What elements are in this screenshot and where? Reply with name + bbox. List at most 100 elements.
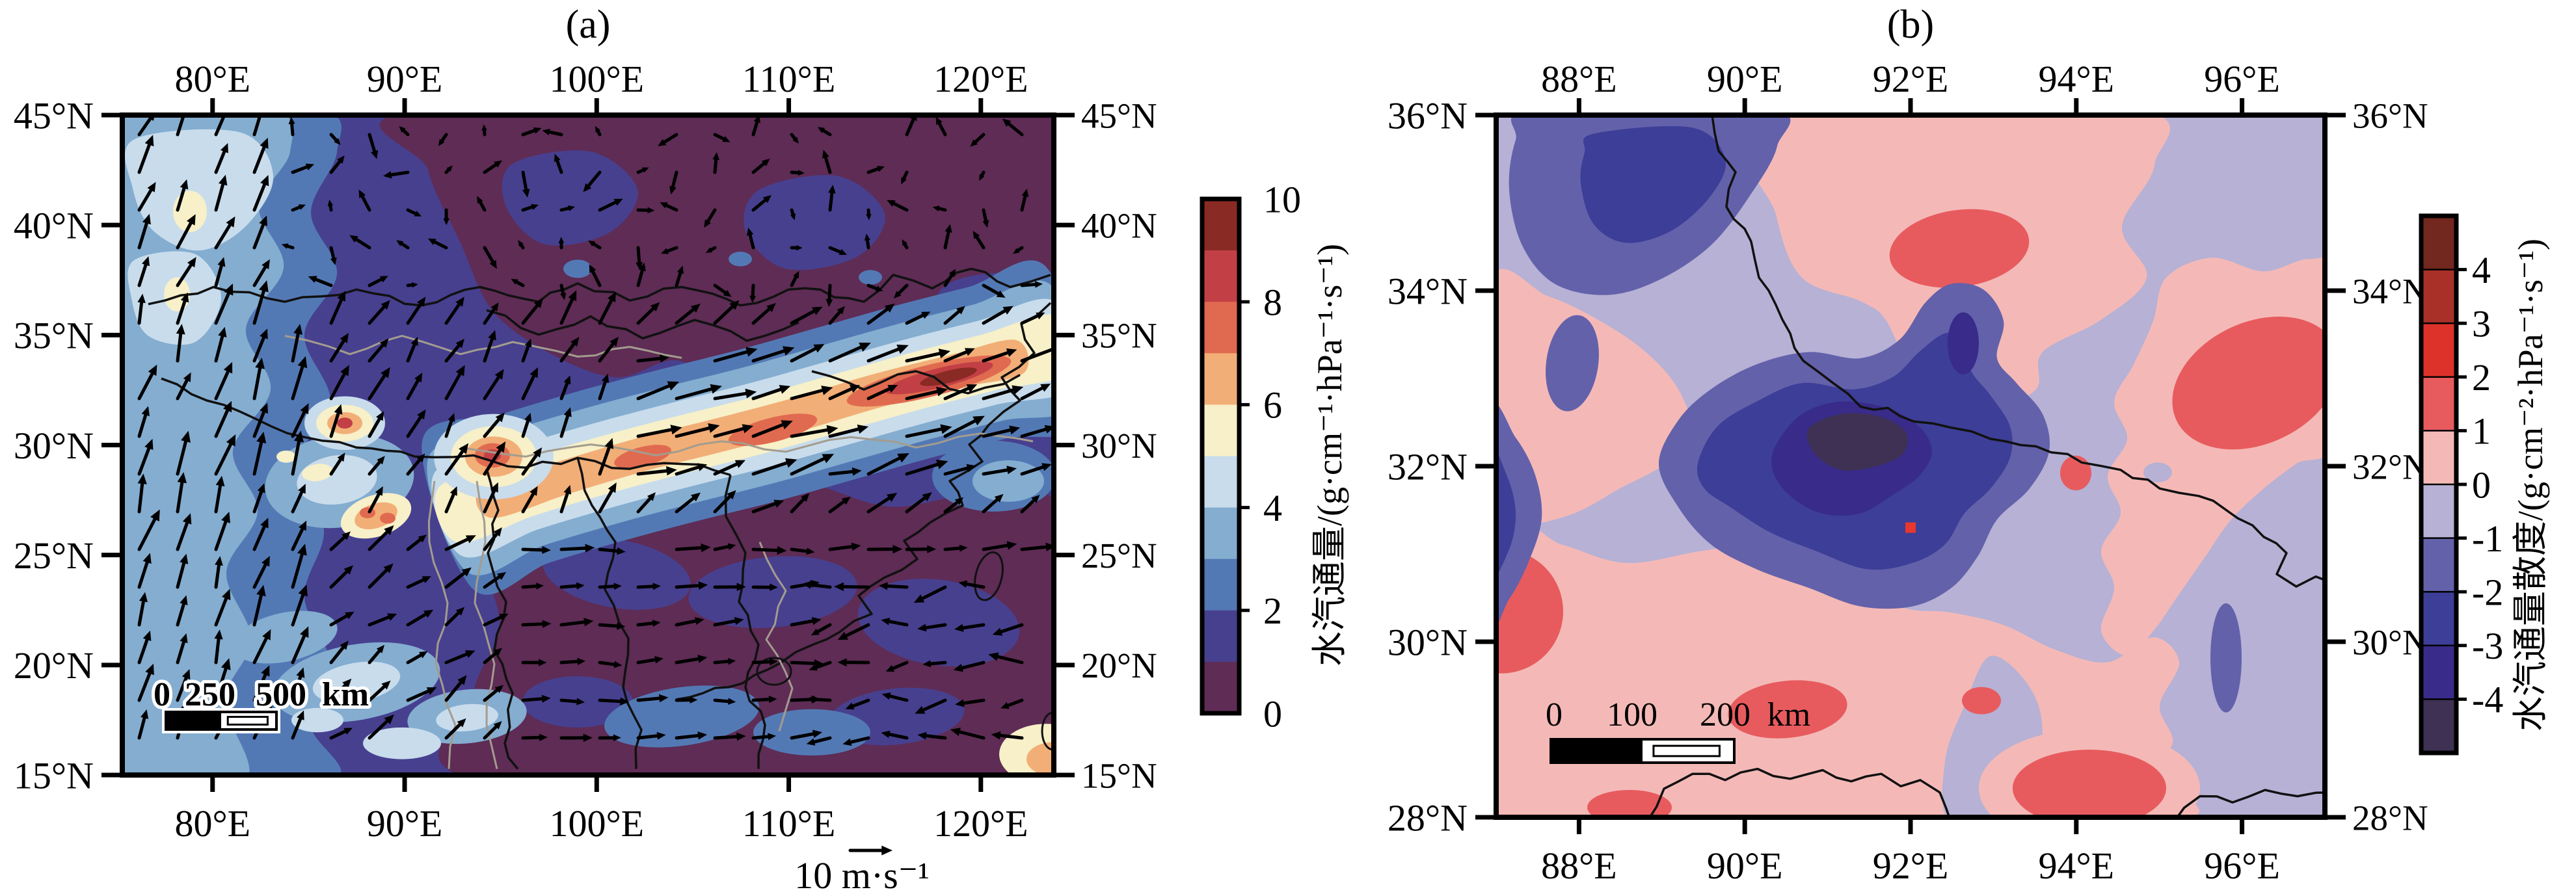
lon-tick-label-top: 110°E	[742, 58, 835, 100]
wind-arrow	[751, 461, 788, 476]
wind-arrow	[137, 143, 152, 174]
wind-arrow-head	[932, 205, 940, 212]
colorbar-frame	[1200, 196, 1242, 716]
wind-arrow-head	[897, 453, 909, 463]
wind-arrow-head	[1012, 385, 1024, 395]
wind-arrow	[515, 280, 525, 287]
wind-arrow	[252, 335, 265, 363]
contour-region	[753, 709, 870, 756]
wind-arrow-head	[340, 333, 349, 343]
wind-arrow	[897, 283, 909, 295]
wind-arrow-head	[414, 211, 422, 217]
wind-arrow	[937, 207, 947, 212]
wind-arrow	[483, 163, 498, 174]
wind-arrow	[252, 366, 262, 401]
wind-arrow-head	[917, 624, 927, 632]
wind-arrow	[214, 150, 226, 174]
contour-region	[1962, 687, 2001, 715]
wind-arrow	[521, 622, 544, 627]
wind-arrow	[982, 309, 1007, 325]
wind-arrow	[137, 300, 144, 325]
wind-arrow	[291, 410, 306, 438]
wind-arrow-head	[418, 534, 427, 543]
wind-arrow-head	[259, 215, 267, 226]
lon-tick-label-top: 90°E	[367, 58, 443, 100]
wind-arrow-head	[922, 492, 932, 501]
wind-arrow	[521, 170, 528, 191]
contour-region	[1496, 403, 1542, 627]
wind-arrow-head	[449, 486, 457, 496]
wind-arrow-head	[654, 655, 664, 664]
contour-region	[363, 727, 441, 759]
wind-arrow-head	[180, 292, 189, 303]
wind-arrow-head	[647, 492, 656, 501]
scalebar-label: 500	[256, 676, 306, 713]
wind-arrow-head	[358, 189, 366, 199]
wind-arrow-head	[371, 150, 379, 159]
wind-arrow-head	[142, 256, 150, 267]
wind-arrow-head	[837, 631, 848, 640]
wind-arrow	[329, 458, 342, 476]
wind-arrow-head	[745, 347, 758, 357]
wind-arrow	[137, 188, 153, 212]
wind-arrow-head	[530, 486, 538, 496]
wind-arrow-head	[558, 237, 565, 243]
wind-arrow	[849, 736, 870, 744]
wind-arrow-head	[533, 127, 542, 134]
wind-arrow-head	[531, 204, 539, 211]
wind-arrow-head	[381, 300, 390, 310]
wind-arrow-head	[991, 731, 1001, 740]
colorbar-cell	[2420, 644, 2458, 701]
wind-arrow	[329, 159, 342, 174]
wind-arrow-head	[768, 696, 777, 703]
wind-arrow-head	[940, 424, 952, 434]
wind-arrow	[665, 204, 678, 212]
wind-arrow	[368, 649, 381, 664]
wind-arrow	[252, 410, 266, 438]
wind-arrow	[592, 242, 602, 250]
colorbar-cell	[2420, 430, 2458, 486]
wind-arrow-head	[226, 434, 236, 447]
wind-arrow-head	[793, 270, 799, 279]
wind-arrow	[214, 667, 228, 702]
wind-arrow-head	[667, 381, 680, 391]
lon-tick-label-bottom: 94°E	[2038, 845, 2114, 887]
wind-arrow-head	[660, 202, 668, 209]
wind-arrow	[252, 525, 266, 551]
wind-arrow-head	[489, 259, 497, 269]
wind-arrow-head	[893, 291, 902, 299]
wind-arrow	[636, 622, 654, 627]
wind-arrow	[675, 584, 701, 589]
contour-region	[688, 556, 857, 628]
wind-arrow	[943, 546, 961, 551]
lat-tick-label-left: 36°N	[1388, 94, 1468, 137]
lon-tick-label-bottom: 88°E	[1541, 845, 1617, 887]
contour-region	[1026, 742, 1054, 775]
wind-arrow-head	[723, 289, 732, 297]
wind-arrow	[866, 347, 900, 363]
station-marker	[1905, 522, 1916, 533]
wind-arrow	[214, 370, 230, 401]
wind-arrow-head	[1002, 306, 1013, 315]
wind-arrow	[291, 717, 302, 740]
panel-a: 0 250 500 km 80°E 80°E 90°E 90°E 100°E 100°E 110°E…	[14, 58, 1157, 845]
wind-arrow	[1020, 194, 1027, 212]
wind-arrow	[286, 244, 295, 250]
colorbar-cell	[2420, 322, 2458, 378]
colorbar-tick-label: 0	[1263, 692, 1282, 735]
wind-arrow	[214, 223, 232, 250]
wind-arrow	[790, 456, 826, 476]
wind-arrow-head	[495, 412, 505, 423]
colorbar-cell	[1202, 302, 1239, 354]
wind-arrow	[483, 375, 500, 401]
wind-arrow-head	[1006, 541, 1017, 550]
wind-arrow-head	[708, 423, 720, 433]
wind-arrow-head	[798, 170, 805, 176]
wind-arrow-head	[342, 531, 351, 540]
wind-arrow-head	[446, 165, 453, 172]
wind-arrow-head	[384, 715, 394, 725]
wind-arrow-head	[327, 200, 334, 207]
wind-arrow-head	[613, 198, 623, 206]
wind-arrow	[665, 246, 678, 253]
lat-tick-label-right: 45°N	[1081, 96, 1157, 135]
